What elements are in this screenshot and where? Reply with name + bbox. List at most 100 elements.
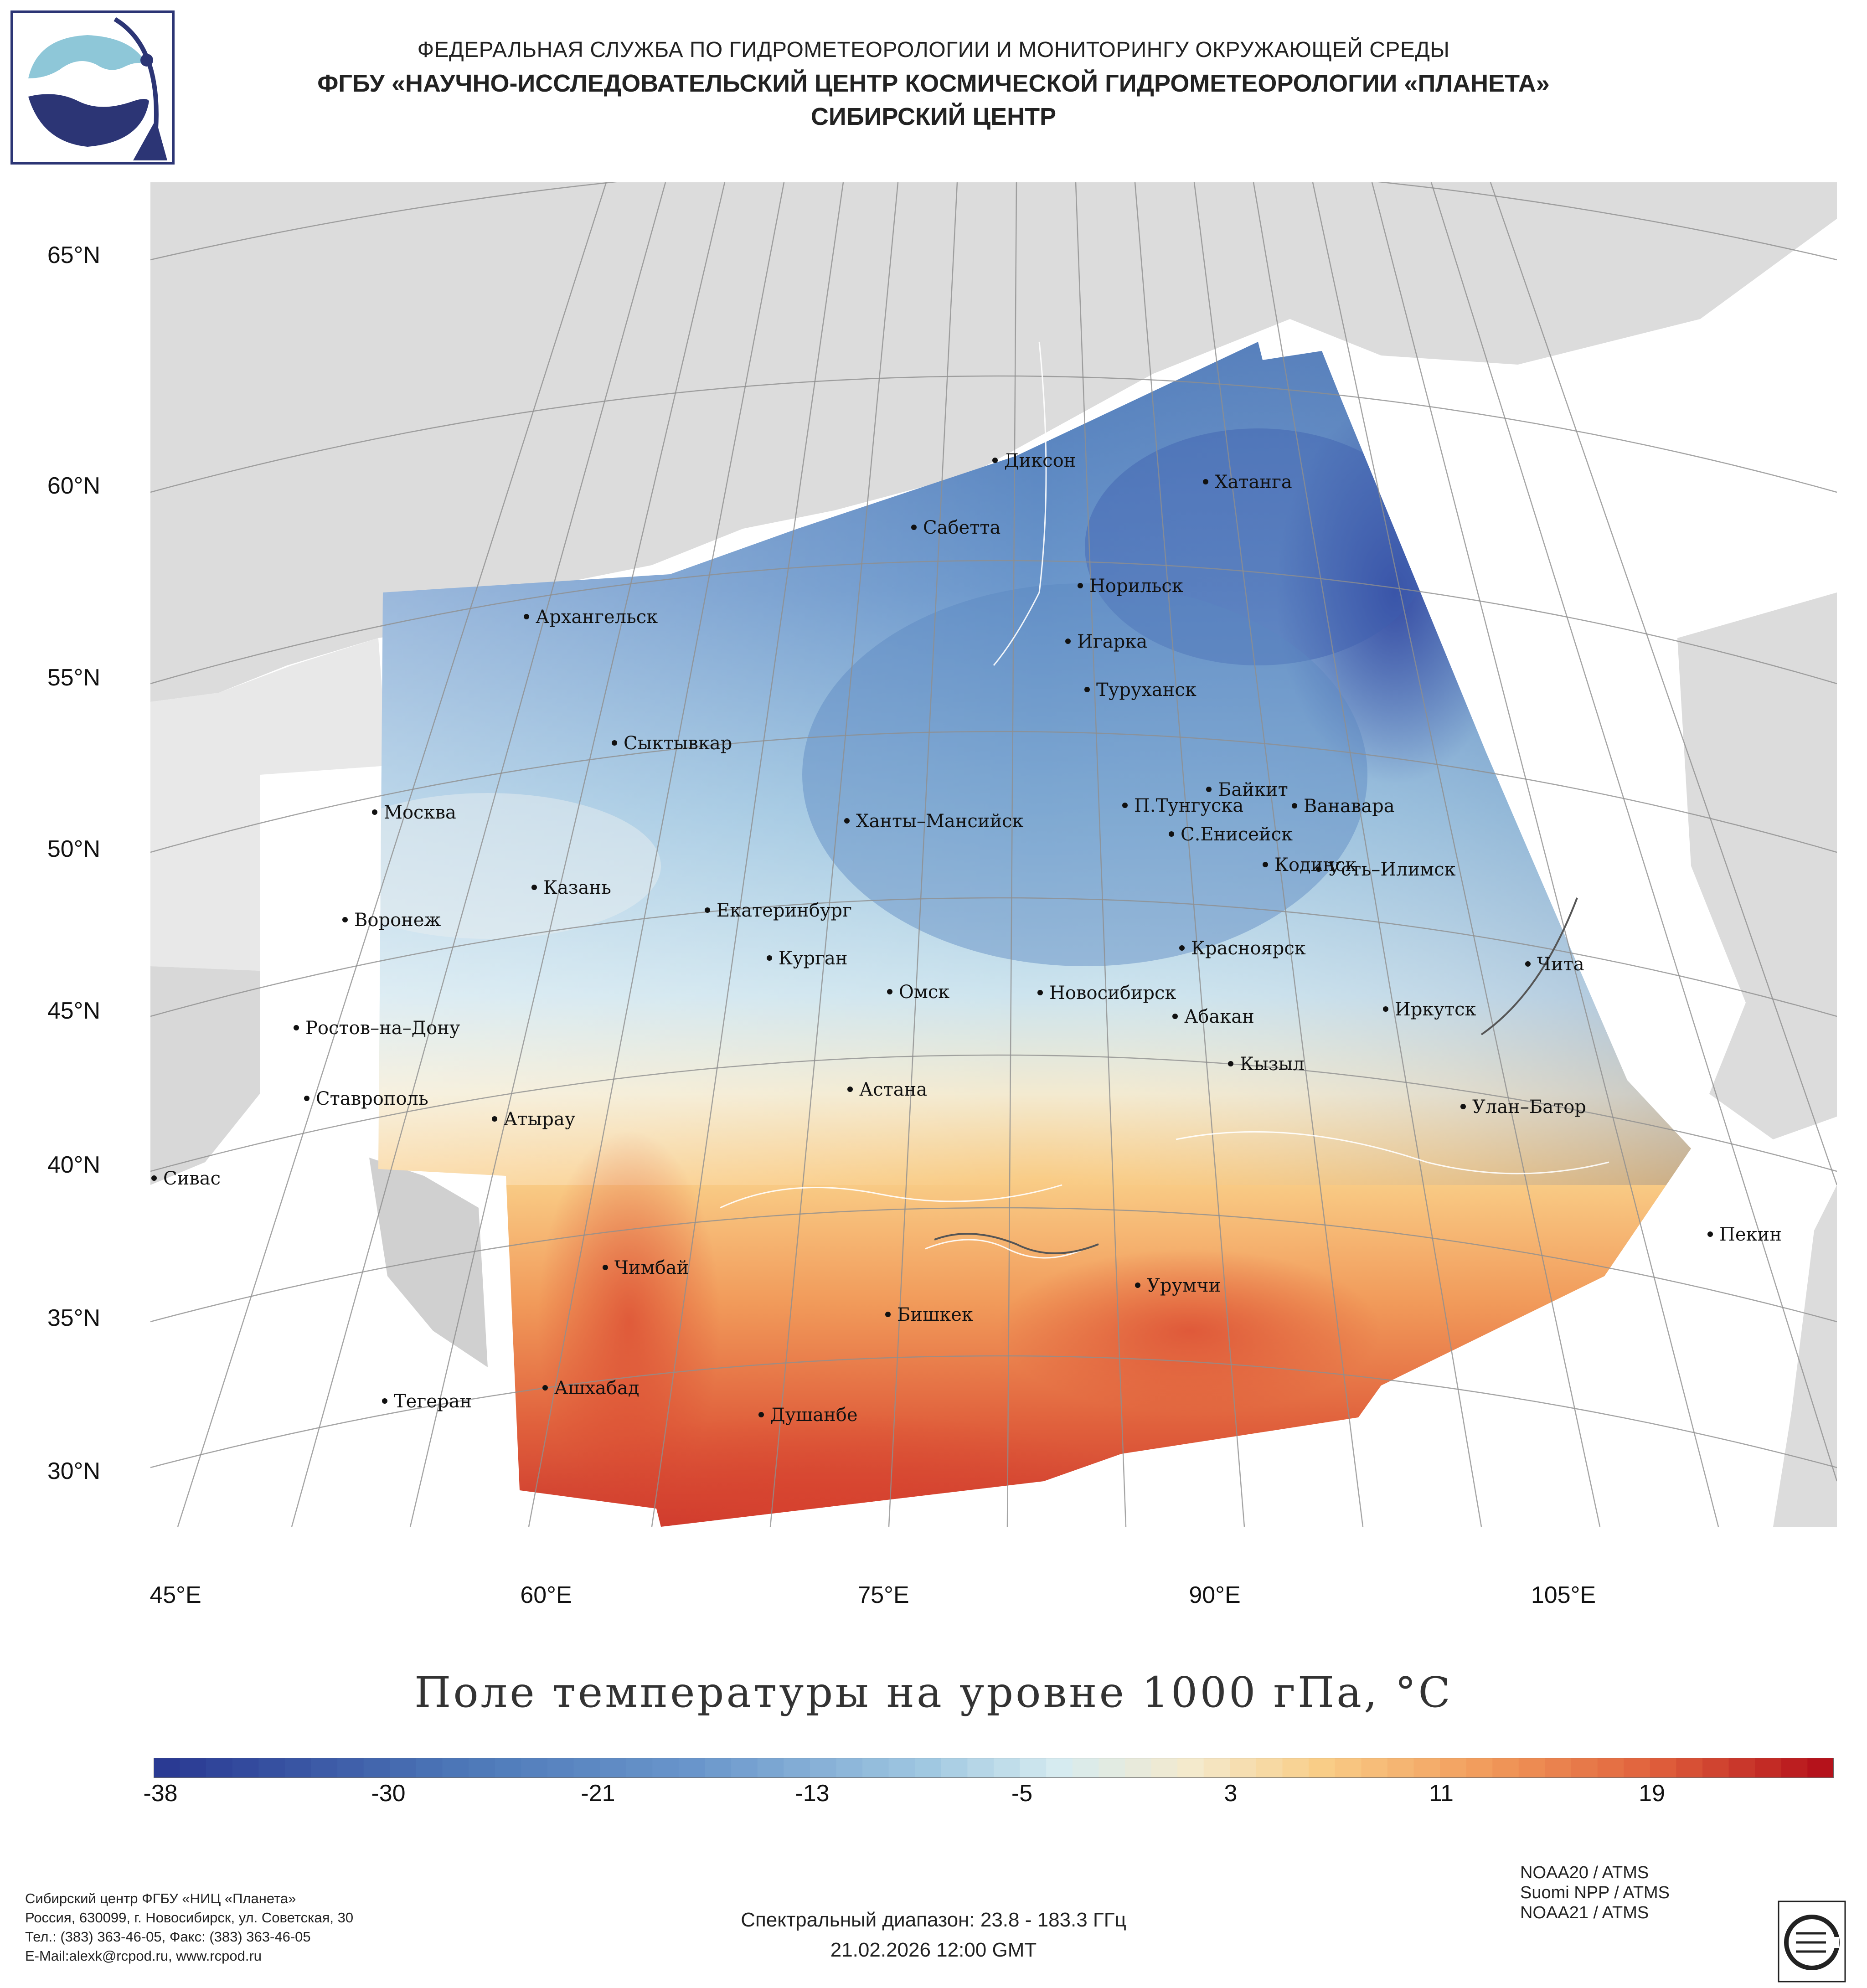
city-marker (1203, 479, 1208, 484)
city-label: Абакан (1184, 1006, 1254, 1027)
city-marker (767, 955, 772, 961)
colorbar-cell (495, 1758, 521, 1778)
city-label: Ашхабад (554, 1378, 639, 1399)
colorbar-tick: -21 (581, 1780, 615, 1807)
city-marker (342, 917, 348, 922)
colorbar-cell (442, 1758, 469, 1778)
city-label: Норильск (1089, 576, 1183, 597)
colorbar-cell (626, 1758, 653, 1778)
lat-label: 65°N (47, 242, 100, 268)
colorbar-cell (1072, 1758, 1099, 1778)
colorbar-cell (1755, 1758, 1782, 1778)
colorbar-cell (390, 1758, 417, 1778)
city-label: Иркутск (1395, 999, 1476, 1020)
city-label: Урумчи (1147, 1275, 1221, 1296)
city-marker (1460, 1104, 1466, 1109)
city-label: Воронеж (354, 910, 441, 931)
observation-datetime: 21.02.2026 12:00 GMT (830, 1939, 1037, 1961)
colorbar-cell (1387, 1758, 1414, 1778)
city-label: Ростов–на–Дону (305, 1018, 460, 1039)
colorbar-cell (836, 1758, 863, 1778)
city-label: Душанбе (770, 1405, 858, 1426)
lon-label: 90°E (1189, 1582, 1241, 1608)
colorbar-tick: 19 (1639, 1780, 1665, 1807)
city-marker (885, 1312, 891, 1317)
colorbar-tick: 11 (1429, 1780, 1454, 1807)
lat-label: 50°N (47, 836, 100, 862)
colorbar-cell (600, 1758, 627, 1778)
city-marker (1169, 831, 1174, 837)
city-marker (603, 1265, 608, 1270)
city-label: Тегеран (394, 1391, 472, 1412)
planeta-logo (10, 10, 175, 165)
city-label: Ванавара (1304, 796, 1395, 817)
city-marker (1263, 862, 1268, 867)
city-label: Бишкек (897, 1304, 973, 1325)
footer-phone: Тел.: (383) 363-46-05, Факс: (383) 363-4… (25, 1929, 311, 1945)
colorbar-cell (337, 1758, 364, 1778)
city-label: Байкит (1218, 779, 1288, 800)
colorbar-cell (731, 1758, 758, 1778)
colorbar-cell (705, 1758, 732, 1778)
colorbar-cell (1020, 1758, 1047, 1778)
city-label: Казань (543, 877, 611, 898)
colorbar-cell (784, 1758, 810, 1778)
city-label: Красноярск (1191, 938, 1306, 959)
city-marker (294, 1025, 299, 1030)
city-marker (524, 614, 529, 619)
colorbar-cell (941, 1758, 968, 1778)
city-label: Омск (899, 982, 949, 1003)
city-marker (492, 1116, 497, 1122)
city-label: Сабетта (923, 517, 1001, 538)
colorbar (154, 1758, 1834, 1778)
colorbar-cell (1309, 1758, 1336, 1778)
city-label: Атырау (504, 1109, 576, 1130)
city-label: Кызыл (1240, 1054, 1305, 1075)
colorbar-cell (1099, 1758, 1125, 1778)
lon-label: 45°E (150, 1582, 201, 1608)
city-label: Пекин (1719, 1224, 1782, 1245)
colorbar-cell (206, 1758, 233, 1778)
colorbar-tick: 3 (1224, 1780, 1238, 1807)
lon-label: 105°E (1531, 1582, 1596, 1608)
footer-email[interactable]: E-Mail:alexk@rcpod.ru, www.rcpod.ru (25, 1948, 262, 1964)
colorbar-cell (1440, 1758, 1467, 1778)
colorbar-cell (284, 1758, 312, 1778)
colorbar-cell (1518, 1758, 1546, 1778)
footer-address: Россия, 630099, г. Новосибирск, ул. Сове… (25, 1910, 354, 1926)
colorbar-cell (652, 1758, 679, 1778)
city-marker (844, 818, 850, 824)
city-marker (705, 907, 710, 913)
city-label: Чита (1537, 954, 1584, 975)
city-marker (542, 1385, 548, 1391)
colorbar-cell (757, 1758, 784, 1778)
city-label: Новосибирск (1049, 983, 1176, 1004)
colorbar-cell (994, 1758, 1021, 1778)
city-label: Астана (859, 1079, 927, 1100)
city-marker (382, 1398, 387, 1404)
city-marker (1292, 803, 1297, 809)
city-marker (1065, 639, 1071, 644)
colorbar-cell (1466, 1758, 1493, 1778)
colorbar-tick: -13 (795, 1780, 830, 1807)
colorbar-cell (1728, 1758, 1755, 1778)
city-marker (1135, 1282, 1140, 1288)
colorbar-cell (915, 1758, 942, 1778)
colorbar-tick: -30 (371, 1780, 406, 1807)
colorbar-cell (1650, 1758, 1677, 1778)
colorbar-cell (1046, 1758, 1073, 1778)
colorbar-cell (1492, 1758, 1519, 1778)
colorbar-cell (416, 1758, 443, 1778)
city-marker (1078, 583, 1083, 588)
city-label: Хатанга (1215, 472, 1292, 493)
colorbar-cell (573, 1758, 600, 1778)
city-marker (1206, 787, 1212, 792)
lon-label: 75°E (857, 1582, 909, 1608)
city-label: Чимбай (614, 1257, 689, 1278)
colorbar-cell (1545, 1758, 1572, 1778)
city-label: Москва (384, 802, 456, 823)
colorbar-cell (678, 1758, 706, 1778)
colorbar-cell (1807, 1758, 1834, 1778)
header-institute: ФГБУ «НАУЧНО-ИССЛЕДОВАТЕЛЬСКИЙ ЦЕНТР КОС… (317, 70, 1550, 97)
